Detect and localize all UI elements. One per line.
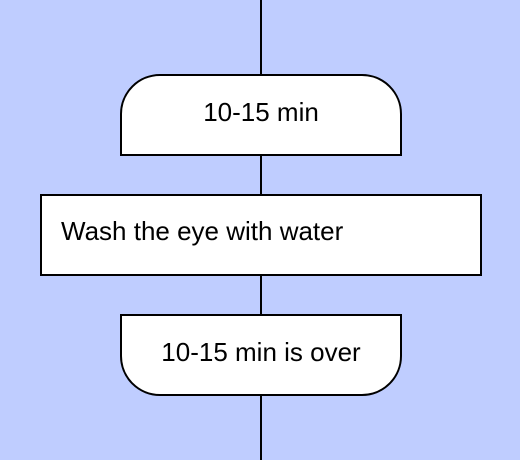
loop-end-label: 10-15 min is over <box>161 337 361 367</box>
loop-start-node: 10-15 min <box>120 74 402 156</box>
action-node: Wash the eye with water <box>40 194 482 276</box>
action-label: Wash the eye with water <box>61 216 344 246</box>
loop-start-label: 10-15 min <box>203 97 319 127</box>
loop-end-node: 10-15 min is over <box>120 314 402 396</box>
